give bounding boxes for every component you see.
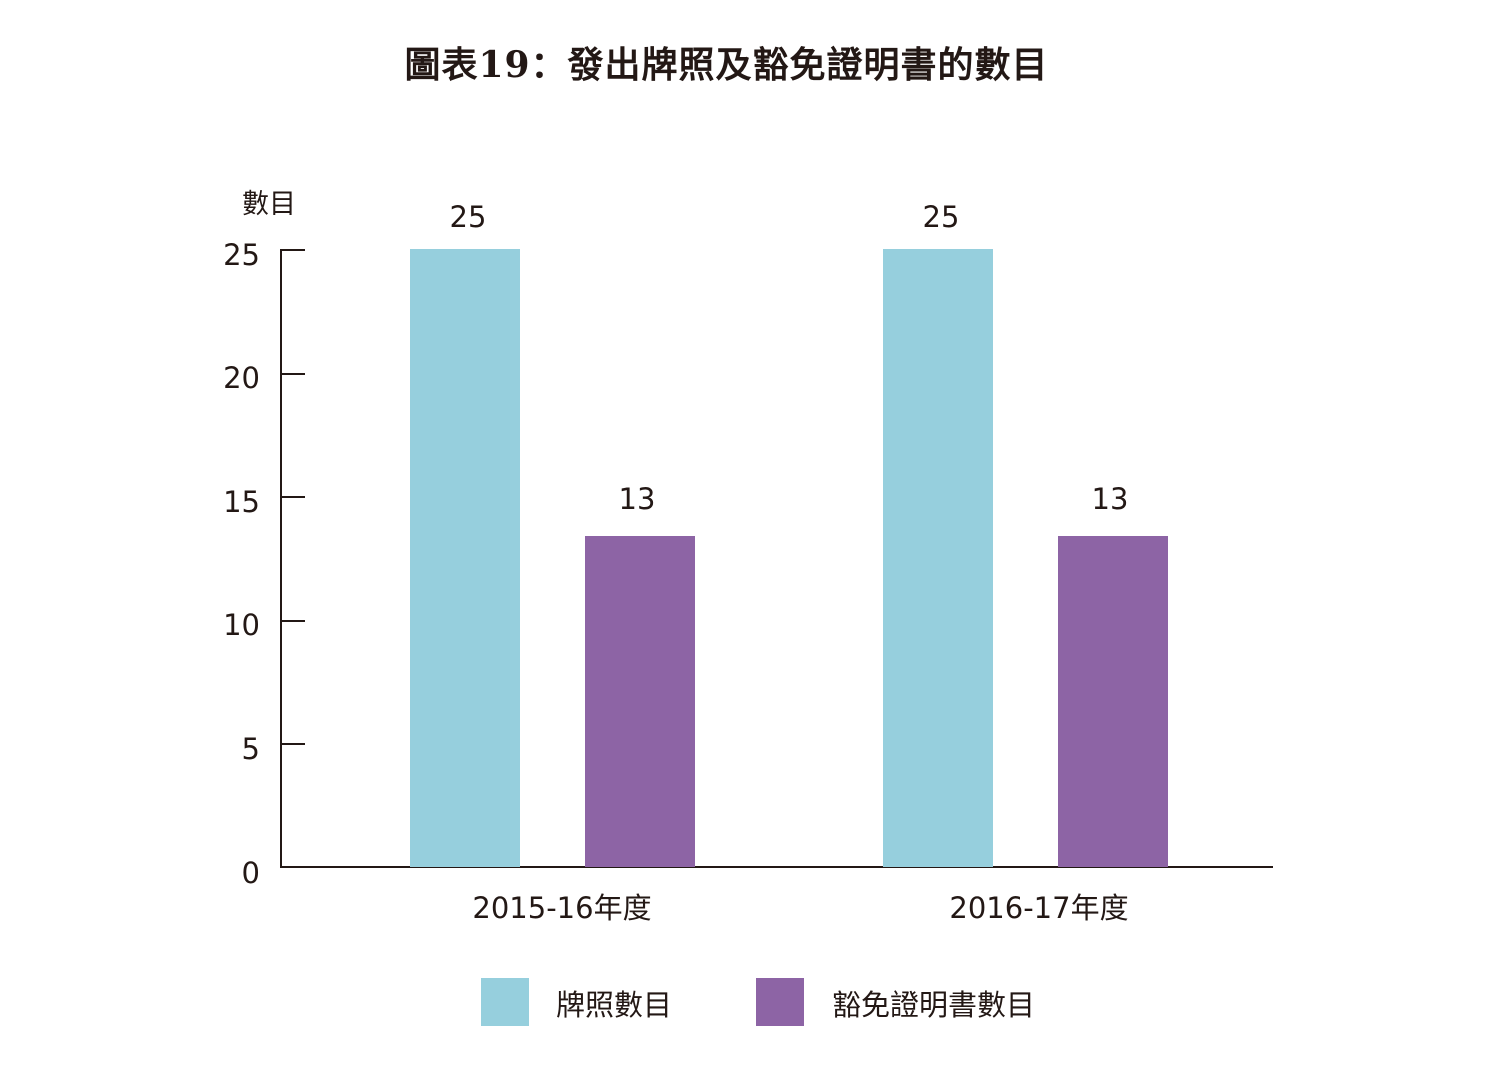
legend-swatch-exemptions xyxy=(756,978,804,1026)
legend-label-exemptions: 豁免證明書數目 xyxy=(832,988,1036,1022)
x-category-label: 2015-16年度 xyxy=(472,891,652,925)
y-axis xyxy=(280,249,282,868)
y-tick-label: 25 xyxy=(223,238,260,272)
bar-licences-2015-16 xyxy=(410,249,520,867)
x-category-label: 2016-17年度 xyxy=(949,891,1129,925)
chart-title: 圖表19：發出牌照及豁免證明書的數目 xyxy=(404,44,1049,86)
y-tick-label: 10 xyxy=(223,608,260,642)
y-tick xyxy=(282,743,305,745)
bar-value: 13 xyxy=(1091,482,1129,516)
y-tick xyxy=(282,249,305,251)
y-tick-label: 15 xyxy=(223,485,260,519)
y-tick xyxy=(282,373,305,375)
x-axis xyxy=(280,866,1273,868)
bar-value: 13 xyxy=(618,482,656,516)
bar-value: 25 xyxy=(449,200,487,234)
y-tick-label: 5 xyxy=(241,732,260,766)
bar-licences-2016-17 xyxy=(883,249,993,867)
legend-swatch-licences xyxy=(481,978,529,1026)
y-tick-label: 20 xyxy=(223,361,260,395)
legend-label-licences: 牌照數目 xyxy=(556,988,673,1022)
y-tick xyxy=(282,496,305,498)
bar-exemptions-2016-17 xyxy=(1058,536,1168,867)
y-tick xyxy=(282,620,305,622)
bar-value: 25 xyxy=(922,200,960,234)
y-tick-label: 0 xyxy=(241,856,260,890)
bar-exemptions-2015-16 xyxy=(585,536,695,867)
y-axis-label: 數目 xyxy=(242,189,296,220)
